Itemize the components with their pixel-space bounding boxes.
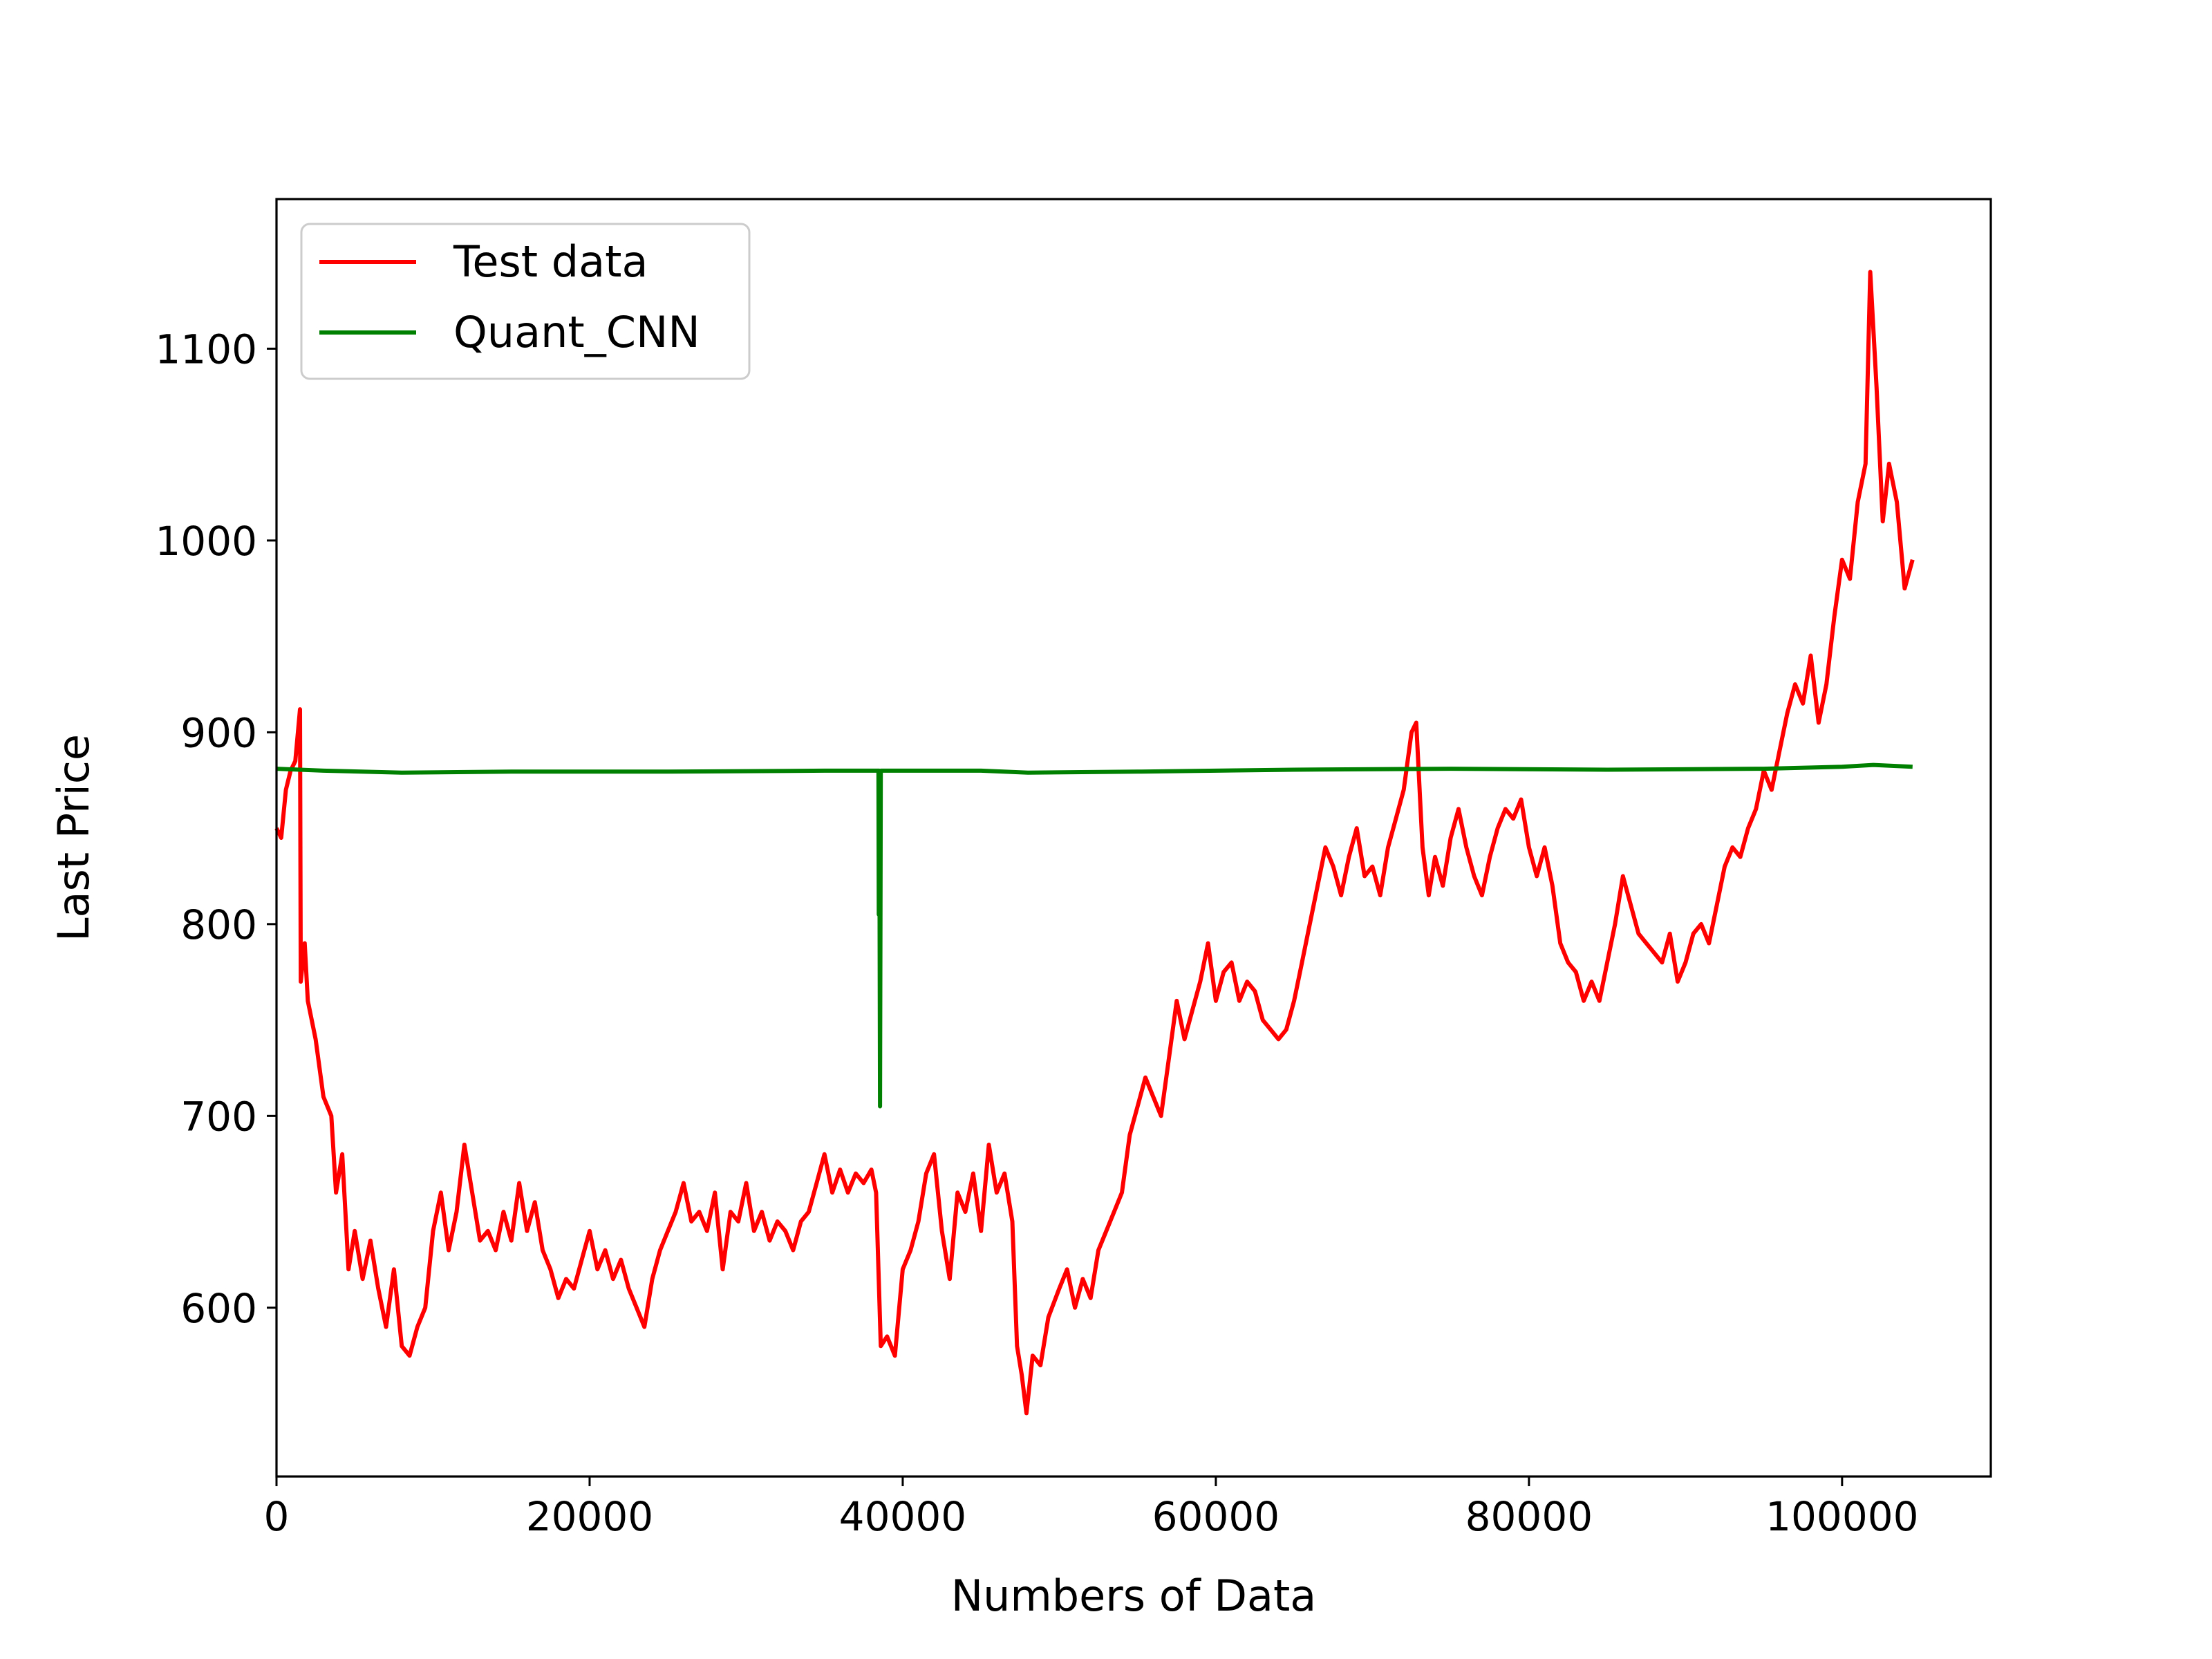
x-tick-label: 20000	[526, 1493, 654, 1540]
x-axis-label: Numbers of Data	[951, 1571, 1317, 1621]
legend-label-quant-cnn: Quant_CNN	[453, 307, 700, 357]
y-tick-label: 900	[180, 709, 257, 756]
y-axis: 600 700 800 900 1000 1100	[155, 326, 276, 1332]
x-tick-label: 0	[264, 1493, 290, 1540]
x-tick-label: 40000	[839, 1493, 967, 1540]
series-line-quant-cnn	[276, 762, 1913, 1109]
plot-frame	[275, 198, 1992, 1478]
legend: Test data Quant_CNN	[300, 223, 751, 380]
y-tick-label: 1000	[155, 518, 257, 565]
y-tick-label: 1100	[155, 326, 257, 373]
y-tick-label: 600	[180, 1285, 257, 1332]
series-layer	[274, 270, 1915, 1416]
y-tick-label: 700	[180, 1093, 257, 1140]
y-tick-label: 800	[180, 901, 257, 948]
x-axis: 0 20000 40000 60000 80000 100000	[264, 1477, 1919, 1540]
x-tick-label: 60000	[1152, 1493, 1280, 1540]
series-line-test-data	[274, 270, 1915, 1416]
x-tick-label: 100000	[1765, 1493, 1918, 1540]
x-tick-label: 80000	[1465, 1493, 1593, 1540]
legend-label-test-data: Test data	[453, 236, 648, 287]
y-axis-label: Last Price	[48, 734, 99, 941]
